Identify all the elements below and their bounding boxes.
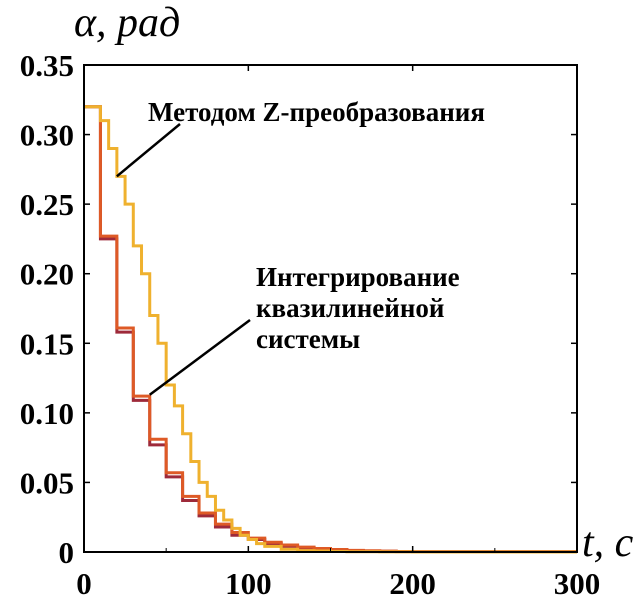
y-axis-label: α, рад [74,0,180,46]
y-tick-label-0: 0 [59,535,75,570]
annotation-2-line-2: квазилинейной [256,293,444,323]
x-tick-label-3: 300 [554,566,601,601]
x-axis-label: t, c [582,520,634,566]
x-tick-label-2: 200 [389,566,436,601]
annotation-1-pointer [116,123,181,178]
y-tick-label-5: 0.25 [20,187,74,222]
y-tick-label-2: 0.10 [20,396,74,431]
y-tick-label-1: 0.05 [20,465,74,500]
annotation-2-line-1: Интегрирование [256,262,460,292]
annotation-2-pointer [148,318,251,396]
y-tick-label-6: 0.30 [20,118,74,153]
y-tick-label-7: 0.35 [20,48,74,83]
x-tick-label-0: 0 [76,566,92,601]
annotation-1-line-1: Методом Z-преобразования [148,97,485,127]
y-tick-label-4: 0.20 [20,257,74,292]
y-tick-label-3: 0.15 [20,326,74,361]
annotation-2-line-3: системы [256,324,360,354]
x-tick-label-1: 100 [225,566,272,601]
